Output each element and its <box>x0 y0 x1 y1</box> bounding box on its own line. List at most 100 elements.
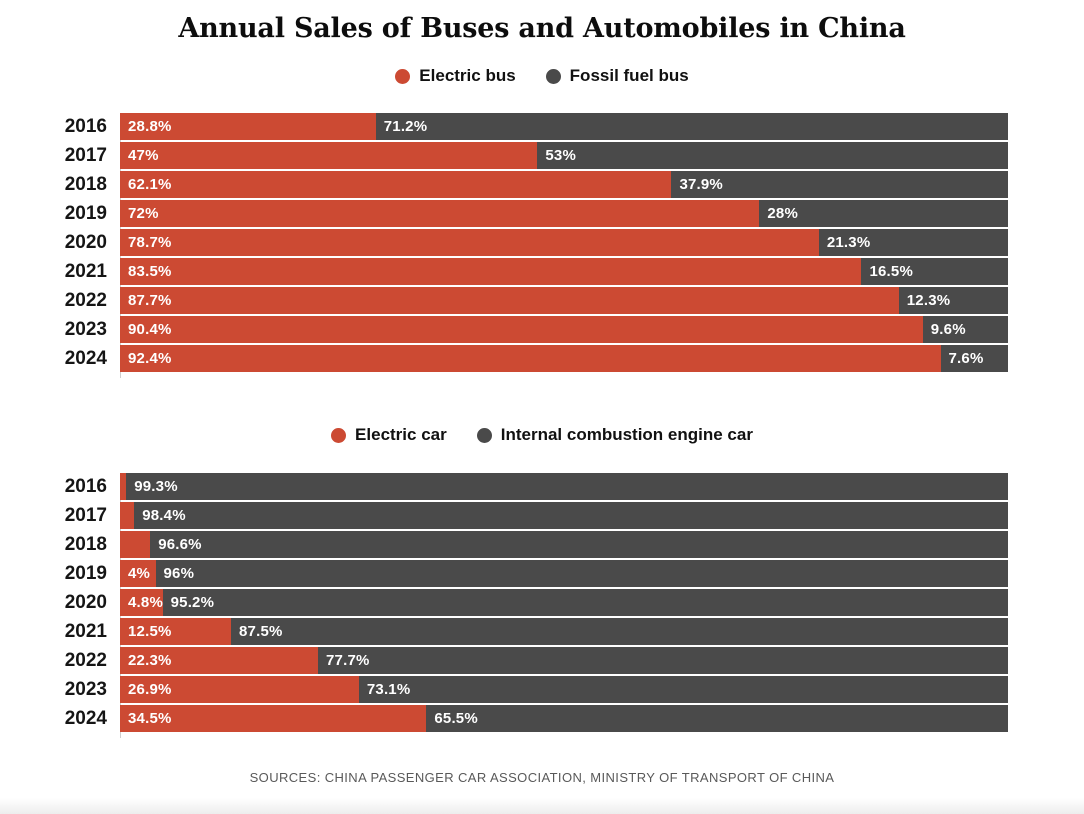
bar-segment-electric-bus: 62.1% <box>120 171 672 198</box>
bar-track: 96.6% <box>120 531 1008 558</box>
bar-value-label: 28% <box>767 205 798 222</box>
year-label: 2017 <box>64 144 107 166</box>
bar-track: 12.5% 87.5% <box>120 618 1008 645</box>
infographic-page: Annual Sales of Buses and Automobiles in… <box>0 14 1084 814</box>
bar-row-2020: 2020 4.8% 95.2% <box>0 589 1084 616</box>
year-label: 2021 <box>64 620 107 642</box>
year-label: 2024 <box>64 347 107 369</box>
legend-dot-electric-car <box>331 427 347 443</box>
year-label: 2021 <box>64 260 107 282</box>
bar-row-2018: 2018 96.6% <box>0 531 1084 558</box>
bar-value-label: 78.7% <box>128 234 172 251</box>
legend-item-fossil-fuel-bus: Fossil fuel bus <box>545 66 689 86</box>
bar-track: 83.5% 16.5% <box>120 258 1008 285</box>
legend-dot-internal-combustion-engine-car <box>476 427 492 443</box>
bar-segment-fossil-fuel-bus: 53% <box>537 142 1008 169</box>
car-chart-legend: Electric car Internal combustion engine c… <box>0 425 1084 445</box>
bar-segment-internal-combustion-engine-car: 73.1% <box>358 676 1008 703</box>
bar-row-2016: 2016 99.3% <box>0 473 1084 500</box>
bar-track: 90.4% 9.6% <box>120 316 1008 343</box>
bar-value-label: 34.5% <box>128 710 172 727</box>
year-label: 2018 <box>64 173 107 195</box>
year-label: 2023 <box>64 678 107 700</box>
bar-row-2023: 2023 26.9% 73.1% <box>0 676 1084 703</box>
legend-dot-electric-bus <box>395 68 411 84</box>
bar-segment-electric-car: 4% <box>120 560 156 587</box>
legend-item-electric-car: Electric car <box>331 425 447 445</box>
bar-row-2022: 2022 87.7% 12.3% <box>0 287 1084 314</box>
legend-label-electric-car: Electric car <box>355 425 447 444</box>
bar-value-label: 87.7% <box>128 292 172 309</box>
legend-item-internal-combustion-engine-car: Internal combustion engine car <box>476 425 753 445</box>
bar-row-2024: 2024 34.5% 65.5% <box>0 705 1084 732</box>
bar-segment-electric-car: 26.9% <box>120 676 359 703</box>
bar-value-label: 71.2% <box>383 118 428 135</box>
bar-row-2018: 2018 62.1% 37.9% <box>0 171 1084 198</box>
bar-segment-internal-combustion-engine-car: 96.6% <box>150 531 1008 558</box>
year-label: 2024 <box>64 707 107 729</box>
bar-segment-fossil-fuel-bus: 71.2% <box>375 113 1008 140</box>
bar-track: 98.4% <box>120 502 1008 529</box>
year-label: 2016 <box>64 475 107 497</box>
bar-segment-electric-bus: 90.4% <box>120 316 923 343</box>
bar-segment-internal-combustion-engine-car: 77.7% <box>318 647 1008 674</box>
bar-track: 62.1% 37.9% <box>120 171 1008 198</box>
bar-segment-internal-combustion-engine-car: 99.3% <box>126 473 1008 500</box>
bar-segment-electric-bus: 92.4% <box>120 345 941 372</box>
bar-row-2021: 2021 83.5% 16.5% <box>0 258 1084 285</box>
bar-value-label: 87.5% <box>239 623 283 640</box>
bar-segment-internal-combustion-engine-car: 98.4% <box>134 502 1008 529</box>
bar-value-label: 12.3% <box>906 292 951 309</box>
bar-track: 78.7% 21.3% <box>120 229 1008 256</box>
bar-track: 87.7% 12.3% <box>120 287 1008 314</box>
bar-segment-fossil-fuel-bus: 7.6% <box>940 345 1008 372</box>
bar-segment-electric-car <box>120 502 135 529</box>
bar-segment-electric-car: 22.3% <box>120 647 319 674</box>
bar-value-label: 47% <box>128 147 159 164</box>
bar-segment-electric-bus: 47% <box>120 142 538 169</box>
bar-segment-fossil-fuel-bus: 9.6% <box>922 316 1008 343</box>
bar-track: 26.9% 73.1% <box>120 676 1008 703</box>
bar-segment-electric-car <box>120 473 127 500</box>
bar-row-2021: 2021 12.5% 87.5% <box>0 618 1084 645</box>
bar-segment-internal-combustion-engine-car: 95.2% <box>162 589 1008 616</box>
bar-segment-fossil-fuel-bus: 37.9% <box>671 171 1008 198</box>
legend-label-electric-bus: Electric bus <box>419 66 516 85</box>
bar-row-2017: 2017 47% 53% <box>0 142 1084 169</box>
bar-track: 34.5% 65.5% <box>120 705 1008 732</box>
bar-row-2022: 2022 22.3% 77.7% <box>0 647 1084 674</box>
bar-track: 47% 53% <box>120 142 1008 169</box>
bar-value-label: 16.5% <box>869 263 914 280</box>
bar-track: 4% 96% <box>120 560 1008 587</box>
bus-chart: 2016 28.8% 71.2% 2017 47% 53% 2018 62.1% 37.9% 20… <box>0 113 1084 378</box>
bar-segment-fossil-fuel-bus: 16.5% <box>861 258 1008 285</box>
bar-value-label: 4.8% <box>128 594 163 611</box>
year-label: 2022 <box>64 289 107 311</box>
bar-track: 28.8% 71.2% <box>120 113 1008 140</box>
bar-segment-electric-bus: 83.5% <box>120 258 862 285</box>
bar-value-label: 62.1% <box>128 176 172 193</box>
legend-item-electric-bus: Electric bus <box>395 66 516 86</box>
bar-value-label: 95.2% <box>170 594 215 611</box>
bar-segment-electric-car: 34.5% <box>120 705 427 732</box>
bar-row-2019: 2019 4% 96% <box>0 560 1084 587</box>
year-label: 2020 <box>64 231 107 253</box>
bar-row-2024: 2024 92.4% 7.6% <box>0 345 1084 372</box>
bar-value-label: 90.4% <box>128 321 172 338</box>
bar-row-2019: 2019 72% 28% <box>0 200 1084 227</box>
bar-value-label: 73.1% <box>366 681 411 698</box>
bar-value-label: 99.3% <box>134 478 178 495</box>
legend-label-internal-combustion-engine-car: Internal combustion engine car <box>500 425 753 444</box>
year-label: 2017 <box>64 504 107 526</box>
bar-value-label: 98.4% <box>142 507 186 524</box>
legend-dot-fossil-fuel-bus <box>545 68 561 84</box>
bar-value-label: 12.5% <box>128 623 172 640</box>
bar-track: 99.3% <box>120 473 1008 500</box>
bar-segment-electric-car: 12.5% <box>120 618 231 645</box>
bar-segment-electric-bus: 72% <box>120 200 760 227</box>
bar-value-label: 26.9% <box>128 681 172 698</box>
bar-value-label: 83.5% <box>128 263 172 280</box>
bar-track: 22.3% 77.7% <box>120 647 1008 674</box>
bar-value-label: 77.7% <box>326 652 370 669</box>
bar-value-label: 4% <box>128 565 151 582</box>
